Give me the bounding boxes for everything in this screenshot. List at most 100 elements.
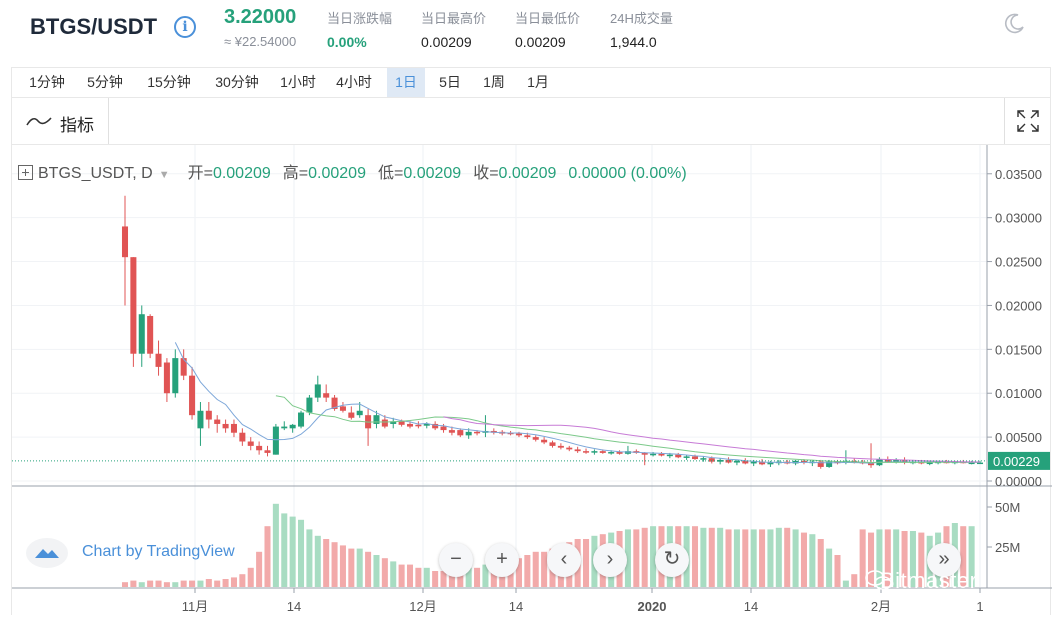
volume-bar [868, 532, 875, 587]
stat-label: 当日最低价 [515, 11, 581, 26]
price-chart[interactable]: 0.03500 0.03000 0.02500 0.02000 0.01500 0.010… [11, 145, 1052, 615]
candle-body [130, 257, 137, 354]
trading-pair-title: BTGS/USDT [30, 14, 158, 39]
volume-bar [138, 582, 145, 587]
tradingview-logo-icon[interactable] [26, 538, 68, 568]
volume-bar [901, 531, 908, 587]
candle-body [541, 439, 548, 443]
candle-body [549, 442, 556, 446]
volume-bar [205, 579, 212, 587]
candle-body [901, 459, 908, 463]
volume-bar [708, 527, 715, 587]
volume-bar [759, 529, 766, 587]
symbol-dropdown-icon[interactable]: ▼ [158, 169, 170, 181]
candle-body [331, 397, 338, 410]
candle-body [666, 454, 673, 457]
reset-chart-button[interactable]: ↻ [655, 543, 689, 577]
candle-body [474, 431, 481, 434]
zoom-in-button[interactable]: + [485, 543, 519, 577]
volume-bar [541, 551, 548, 587]
volume-bar [348, 548, 355, 587]
legend-close: 0.00209 [498, 165, 557, 182]
volume-bar [876, 529, 883, 587]
indicators-button[interactable]: 指标 [12, 98, 109, 144]
candle-body [406, 423, 414, 427]
candle-body [817, 461, 824, 467]
volume-bar [583, 539, 590, 587]
candle-body [574, 449, 581, 452]
fullscreen-button[interactable] [1004, 98, 1050, 144]
time-tick-label: 14 [744, 599, 758, 614]
moon-icon[interactable] [1004, 12, 1026, 34]
volume-bar [180, 580, 187, 587]
volume-bar [197, 580, 204, 587]
volume-bar [155, 580, 162, 587]
zoom-out-button[interactable]: − [439, 543, 473, 577]
legend-open-label: 开= [187, 165, 213, 182]
interval-15min[interactable]: 15分钟 [147, 74, 191, 90]
interval-1w[interactable]: 1周 [483, 74, 505, 90]
wechat-icon [865, 570, 892, 590]
scroll-to-realtime-button[interactable]: » [927, 543, 961, 577]
candle-body [247, 441, 254, 446]
interval-1mon[interactable]: 1月 [527, 74, 549, 90]
candle-body [566, 447, 573, 450]
line-chart-icon [26, 117, 52, 126]
interval-1min[interactable]: 1分钟 [29, 74, 65, 90]
volume-bar [272, 503, 279, 587]
volume-bar [893, 529, 900, 587]
candle-body [314, 384, 321, 398]
volume-bar [172, 582, 179, 587]
volume-bar [147, 580, 154, 587]
volume-bar [490, 564, 497, 587]
volume-bar [323, 539, 330, 587]
legend-symbol[interactable]: BTGS_USDT, D [38, 165, 153, 182]
interval-5min[interactable]: 5分钟 [87, 74, 123, 90]
volume-bar [834, 555, 841, 587]
candle-body [884, 459, 891, 462]
interval-4h[interactable]: 4小时 [336, 74, 372, 90]
stat-value: 0.00209 [515, 34, 566, 50]
volume-bar [189, 580, 196, 587]
info-icon[interactable]: i [174, 16, 196, 38]
volume-bar [130, 580, 137, 587]
candle-body [390, 421, 397, 424]
scroll-left-button[interactable]: ‹ [547, 543, 581, 577]
volume-bar [306, 529, 313, 587]
candle-body [423, 423, 430, 426]
fullscreen-icon [1017, 110, 1039, 132]
scroll-right-button[interactable]: › [593, 543, 627, 577]
tradingview-credit-link[interactable]: Chart by TradingView [82, 543, 235, 560]
price-tick-label: 0.01500 [995, 342, 1042, 357]
candle-body [457, 430, 464, 436]
stat-value: 0.00209 [421, 34, 472, 50]
volume-bar [256, 551, 263, 587]
time-tick-label: 14 [509, 599, 523, 614]
candle-body [230, 423, 237, 433]
collapse-legend-icon[interactable] [18, 165, 33, 180]
volume-bar [381, 558, 388, 587]
price-tick-label: 0.01000 [995, 386, 1042, 401]
interval-5d[interactable]: 5日 [439, 74, 461, 90]
candle-body [616, 452, 623, 454]
interval-1d[interactable]: 1日 [387, 68, 425, 97]
candlestick-chart-svg[interactable]: 0.03500 0.03000 0.02500 0.02000 0.01500 0.010… [12, 145, 1052, 615]
candle-body [180, 358, 187, 376]
stat-label: 24H成交量 [610, 11, 673, 26]
candle-body [767, 462, 774, 465]
ohlc-legend: BTGS_USDT, D ▼ 开=0.00209 高=0.00209 低=0.00209… [18, 159, 699, 183]
volume-bar [474, 567, 481, 587]
volume-bar [264, 526, 271, 587]
time-tick-label: 12月 [409, 599, 436, 614]
price-tick-label: 0.02000 [995, 298, 1042, 313]
volume-bar [230, 577, 237, 587]
candle-body [893, 459, 900, 462]
volume-bar [851, 574, 858, 587]
candle-body [733, 460, 740, 463]
candle-body [557, 445, 564, 448]
volume-tick-label: 25M [995, 540, 1020, 555]
candle-body [650, 453, 657, 456]
interval-1h[interactable]: 1小时 [280, 74, 316, 90]
interval-30min[interactable]: 30分钟 [215, 74, 259, 90]
candle-body [272, 426, 279, 455]
